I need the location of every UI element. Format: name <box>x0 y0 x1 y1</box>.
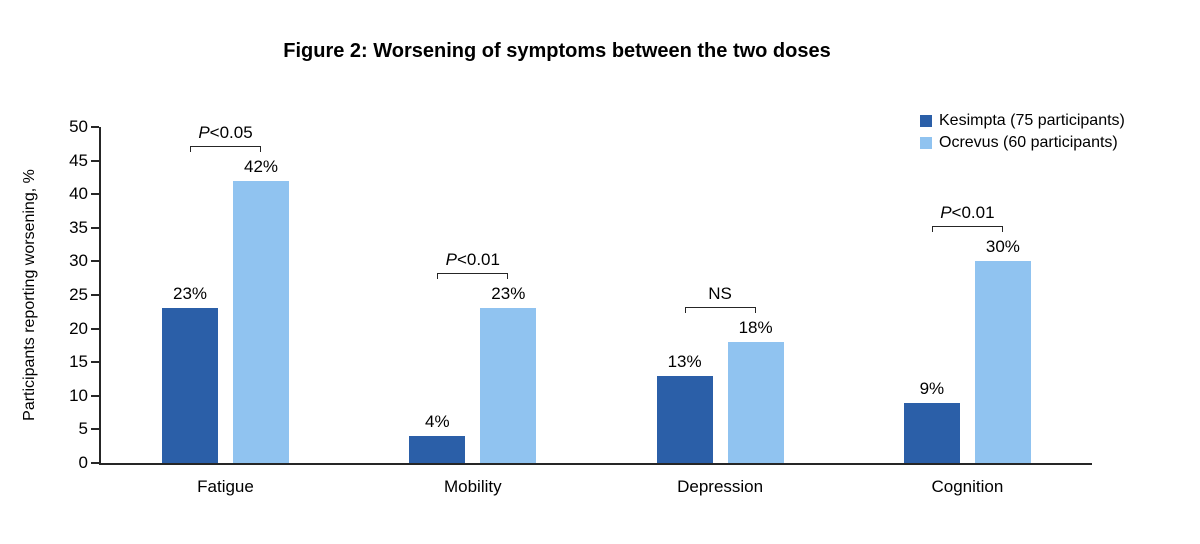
significance-label-mobility: P<0.01 <box>445 250 500 270</box>
legend-label-kesimpta: Kesimpta (75 participants) <box>939 112 1125 129</box>
y-tick-30 <box>91 260 99 263</box>
y-tick-label-45: 45 <box>69 150 88 170</box>
significance-label-cognition: P<0.01 <box>940 203 995 223</box>
y-tick-label-20: 20 <box>69 318 88 338</box>
figure-title: Figure 2: Worsening of symptoms between … <box>283 40 831 62</box>
legend-label-ocrevus: Ocrevus (60 participants) <box>939 134 1118 151</box>
bar-ocrevus-cognition <box>974 261 1031 463</box>
y-tick-50 <box>91 126 99 128</box>
legend-item-kesimpta: Kesimpta (75 participants) <box>920 110 1125 132</box>
value-label-kesimpta-cognition: 9% <box>919 378 945 398</box>
x-category-label-fatigue: Fatigue <box>197 477 254 496</box>
y-tick-label-5: 5 <box>78 419 88 439</box>
value-label-ocrevus-depression: 18% <box>738 318 773 338</box>
x-category-label-mobility: Mobility <box>443 477 502 496</box>
y-axis-title: Participants reporting worsening, % <box>21 169 38 421</box>
bar-ocrevus-depression <box>727 342 784 463</box>
y-tick-10 <box>91 394 99 397</box>
y-tick-5 <box>91 428 99 431</box>
legend-swatch-ocrevus <box>920 137 932 149</box>
y-tick-label-30: 30 <box>69 251 88 271</box>
y-tick-label-40: 40 <box>69 184 88 204</box>
legend-item-ocrevus: Ocrevus (60 participants) <box>920 132 1125 154</box>
y-tick-label-10: 10 <box>69 385 88 405</box>
significance-bracket-cognition <box>931 226 1003 233</box>
bar-kesimpta-fatigue <box>162 308 218 463</box>
bar-ocrevus-fatigue <box>233 180 289 463</box>
y-tick-45 <box>91 159 99 162</box>
bar-ocrevus-mobility <box>480 308 537 463</box>
y-tick-25 <box>91 294 99 296</box>
significance-bracket-fatigue <box>190 145 261 152</box>
x-category-label-cognition: Cognition <box>931 477 1004 496</box>
significance-label-fatigue: P<0.05 <box>198 122 253 142</box>
legend-swatch-kesimpta <box>920 115 932 127</box>
x-axis-line <box>99 463 1092 465</box>
y-tick-15 <box>91 361 99 364</box>
y-tick-label-35: 35 <box>69 217 88 237</box>
y-tick-20 <box>91 327 99 330</box>
y-tick-label-25: 25 <box>69 285 88 304</box>
legend: Kesimpta (75 participants) Ocrevus (60 p… <box>920 110 1125 154</box>
y-tick-35 <box>91 226 99 229</box>
bar-kesimpta-mobility <box>409 436 466 463</box>
value-label-ocrevus-fatigue: 42% <box>243 156 279 176</box>
significance-label-depression: NS <box>708 284 732 304</box>
significance-bracket-depression <box>684 307 756 314</box>
value-label-ocrevus-mobility: 23% <box>491 284 526 304</box>
y-tick-label-15: 15 <box>69 352 88 372</box>
y-tick-0 <box>91 462 99 464</box>
bar-kesimpta-cognition <box>903 402 960 463</box>
value-label-kesimpta-depression: 13% <box>667 351 702 371</box>
value-label-ocrevus-cognition: 30% <box>985 237 1020 257</box>
y-tick-label-0: 0 <box>78 453 88 472</box>
y-axis-line <box>99 127 101 465</box>
value-label-kesimpta-fatigue: 23% <box>172 284 208 304</box>
significance-bracket-mobility <box>437 273 509 280</box>
x-category-label-depression: Depression <box>677 477 764 496</box>
y-tick-40 <box>91 193 99 196</box>
value-label-kesimpta-mobility: 4% <box>425 412 450 432</box>
bar-kesimpta-depression <box>656 375 713 463</box>
y-tick-label-50: 50 <box>69 117 88 136</box>
